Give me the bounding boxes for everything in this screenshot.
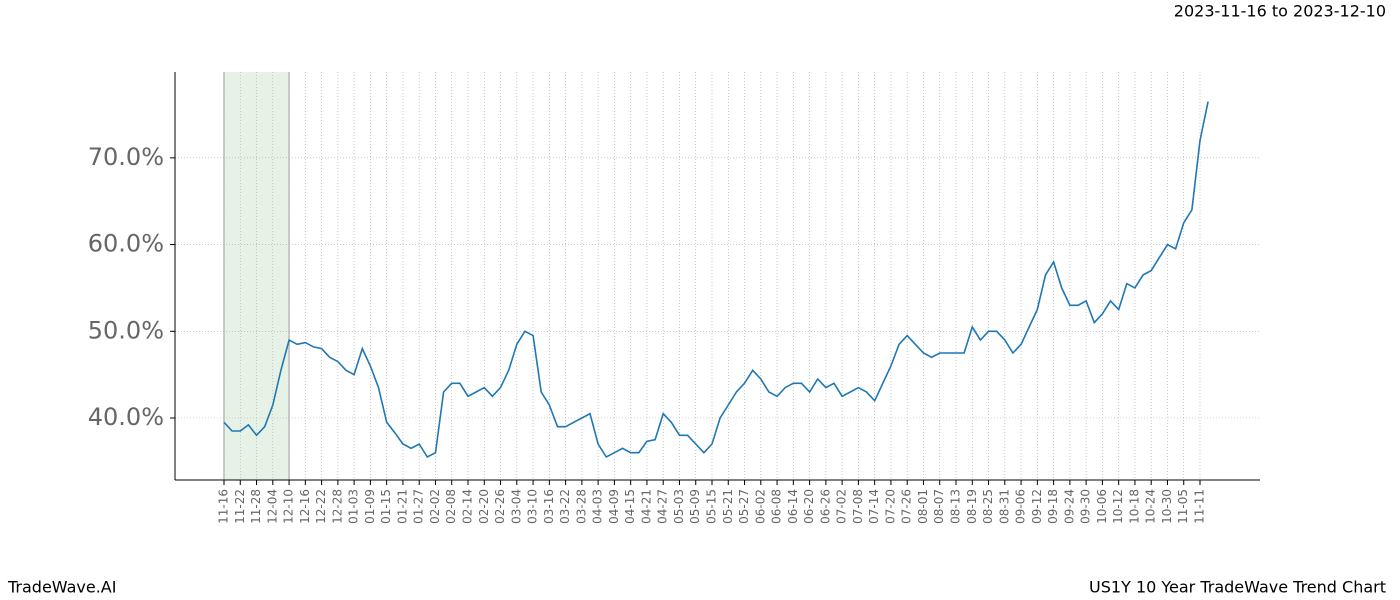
x-tick-label: 10-30 xyxy=(1160,489,1174,524)
x-tick-label: 09-30 xyxy=(1079,489,1093,524)
x-tick-label: 04-09 xyxy=(607,489,621,524)
x-tick-label: 12-04 xyxy=(265,489,279,524)
footer-left: TradeWave.AI xyxy=(7,578,116,597)
x-tick-label: 08-25 xyxy=(981,489,995,524)
x-tick-label: 03-04 xyxy=(509,489,523,524)
x-tick-label: 02-14 xyxy=(461,489,475,524)
x-tick-label: 04-21 xyxy=(639,489,653,524)
x-tick-label: 07-08 xyxy=(851,489,865,524)
x-tick-label: 09-12 xyxy=(1030,489,1044,524)
x-tick-label: 08-01 xyxy=(916,489,930,524)
x-tick-label: 02-20 xyxy=(477,489,491,524)
x-tick-label: 12-16 xyxy=(298,489,312,524)
x-tick-label: 10-12 xyxy=(1111,489,1125,524)
x-tick-label: 06-26 xyxy=(818,489,832,524)
x-tick-label: 11-16 xyxy=(217,489,231,524)
x-tick-label: 03-22 xyxy=(558,489,572,524)
x-tick-label: 11-05 xyxy=(1176,489,1190,524)
y-tick-label: 70.0% xyxy=(88,143,164,171)
x-tick-label: 08-19 xyxy=(965,489,979,524)
x-tick-label: 07-26 xyxy=(900,489,914,524)
x-tick-label: 09-06 xyxy=(1014,489,1028,524)
x-tick-label: 08-13 xyxy=(949,489,963,524)
x-tick-label: 04-03 xyxy=(591,489,605,524)
x-tick-label: 05-27 xyxy=(737,489,751,524)
x-tick-label: 08-07 xyxy=(932,489,946,524)
x-tick-label: 12-28 xyxy=(330,489,344,524)
x-tick-label: 09-18 xyxy=(1046,489,1060,524)
x-tick-label: 03-28 xyxy=(574,489,588,524)
y-tick-label: 60.0% xyxy=(88,230,164,258)
x-tick-label: 11-28 xyxy=(249,489,263,524)
x-tick-label: 06-02 xyxy=(753,489,767,524)
x-tick-label: 08-31 xyxy=(997,489,1011,524)
x-tick-label: 01-09 xyxy=(363,489,377,524)
x-tick-label: 09-24 xyxy=(1062,489,1076,524)
x-tick-label: 11-22 xyxy=(233,489,247,524)
x-tick-label: 01-15 xyxy=(379,489,393,524)
y-tick-label: 50.0% xyxy=(88,316,164,344)
x-tick-label: 02-02 xyxy=(428,489,442,524)
x-tick-label: 10-18 xyxy=(1127,489,1141,524)
x-tick-label: 02-08 xyxy=(444,489,458,524)
x-tick-label: 06-20 xyxy=(802,489,816,524)
x-tick-label: 05-21 xyxy=(721,489,735,524)
x-tick-label: 11-11 xyxy=(1193,489,1207,524)
x-tick-label: 04-15 xyxy=(623,489,637,524)
x-tick-label: 03-16 xyxy=(542,489,556,524)
x-tick-label: 02-26 xyxy=(493,489,507,524)
x-tick-label: 06-14 xyxy=(786,489,800,524)
x-tick-label: 01-27 xyxy=(412,489,426,524)
x-tick-label: 12-10 xyxy=(282,489,296,524)
chart-title: 2023-11-16 to 2023-12-10 xyxy=(1174,2,1386,21)
line-series xyxy=(223,101,1209,459)
x-tick-label: 05-09 xyxy=(688,489,702,524)
x-tick-label: 01-03 xyxy=(347,489,361,524)
x-tick-label: 05-03 xyxy=(672,489,686,524)
x-tick-label: 05-15 xyxy=(705,489,719,524)
y-tick-label: 40.0% xyxy=(88,403,164,431)
x-tick-label: 03-10 xyxy=(526,489,540,524)
x-tick-label: 10-24 xyxy=(1144,489,1158,524)
x-tick-label: 06-08 xyxy=(770,489,784,524)
x-tick-label: 10-06 xyxy=(1095,489,1109,524)
x-tick-label: 01-21 xyxy=(395,489,409,524)
x-tick-label: 07-20 xyxy=(883,489,897,524)
x-tick-label: 07-14 xyxy=(867,489,881,524)
x-tick-label: 04-27 xyxy=(656,489,670,524)
x-tick-label: 07-02 xyxy=(835,489,849,524)
x-tick-label: 12-22 xyxy=(314,489,328,524)
footer-right: US1Y 10 Year TradeWave Trend Chart xyxy=(1089,578,1386,597)
